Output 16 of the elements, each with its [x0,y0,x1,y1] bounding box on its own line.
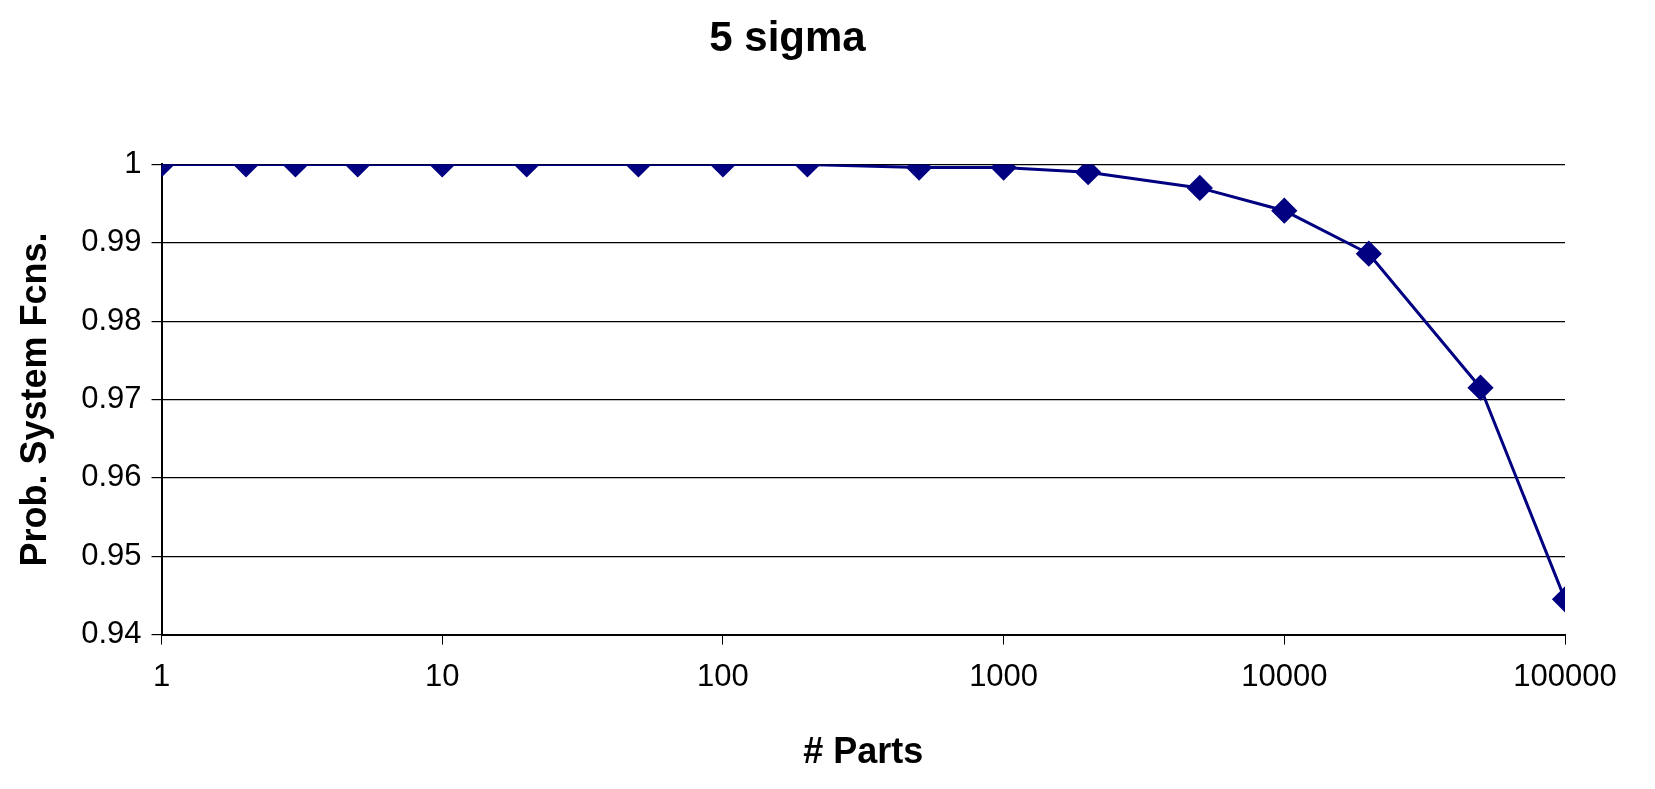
x-tick-label: 1 [152,657,171,693]
y-tick-label: 0.94 [81,615,142,651]
chart-title: 5 sigma [709,12,867,60]
y-tick-label: 0.96 [81,458,142,494]
x-tick-label: 10000 [1241,657,1328,693]
y-tick-label: 0.99 [81,223,142,259]
y-tick-label: 0.98 [81,301,142,337]
y-tick-label: 0.97 [81,380,142,416]
x-tick-label: 1000 [969,657,1039,693]
y-tick-label: 0.95 [81,536,142,572]
x-tick-label: 100 [697,657,749,693]
x-tick-label: 100000 [1513,657,1617,693]
y-axis-title: Prob. System Fcns. [12,232,54,567]
y-tick-label: 1 [124,144,142,180]
x-axis-title: # Parts [803,730,924,772]
x-tick-label: 10 [424,657,460,693]
